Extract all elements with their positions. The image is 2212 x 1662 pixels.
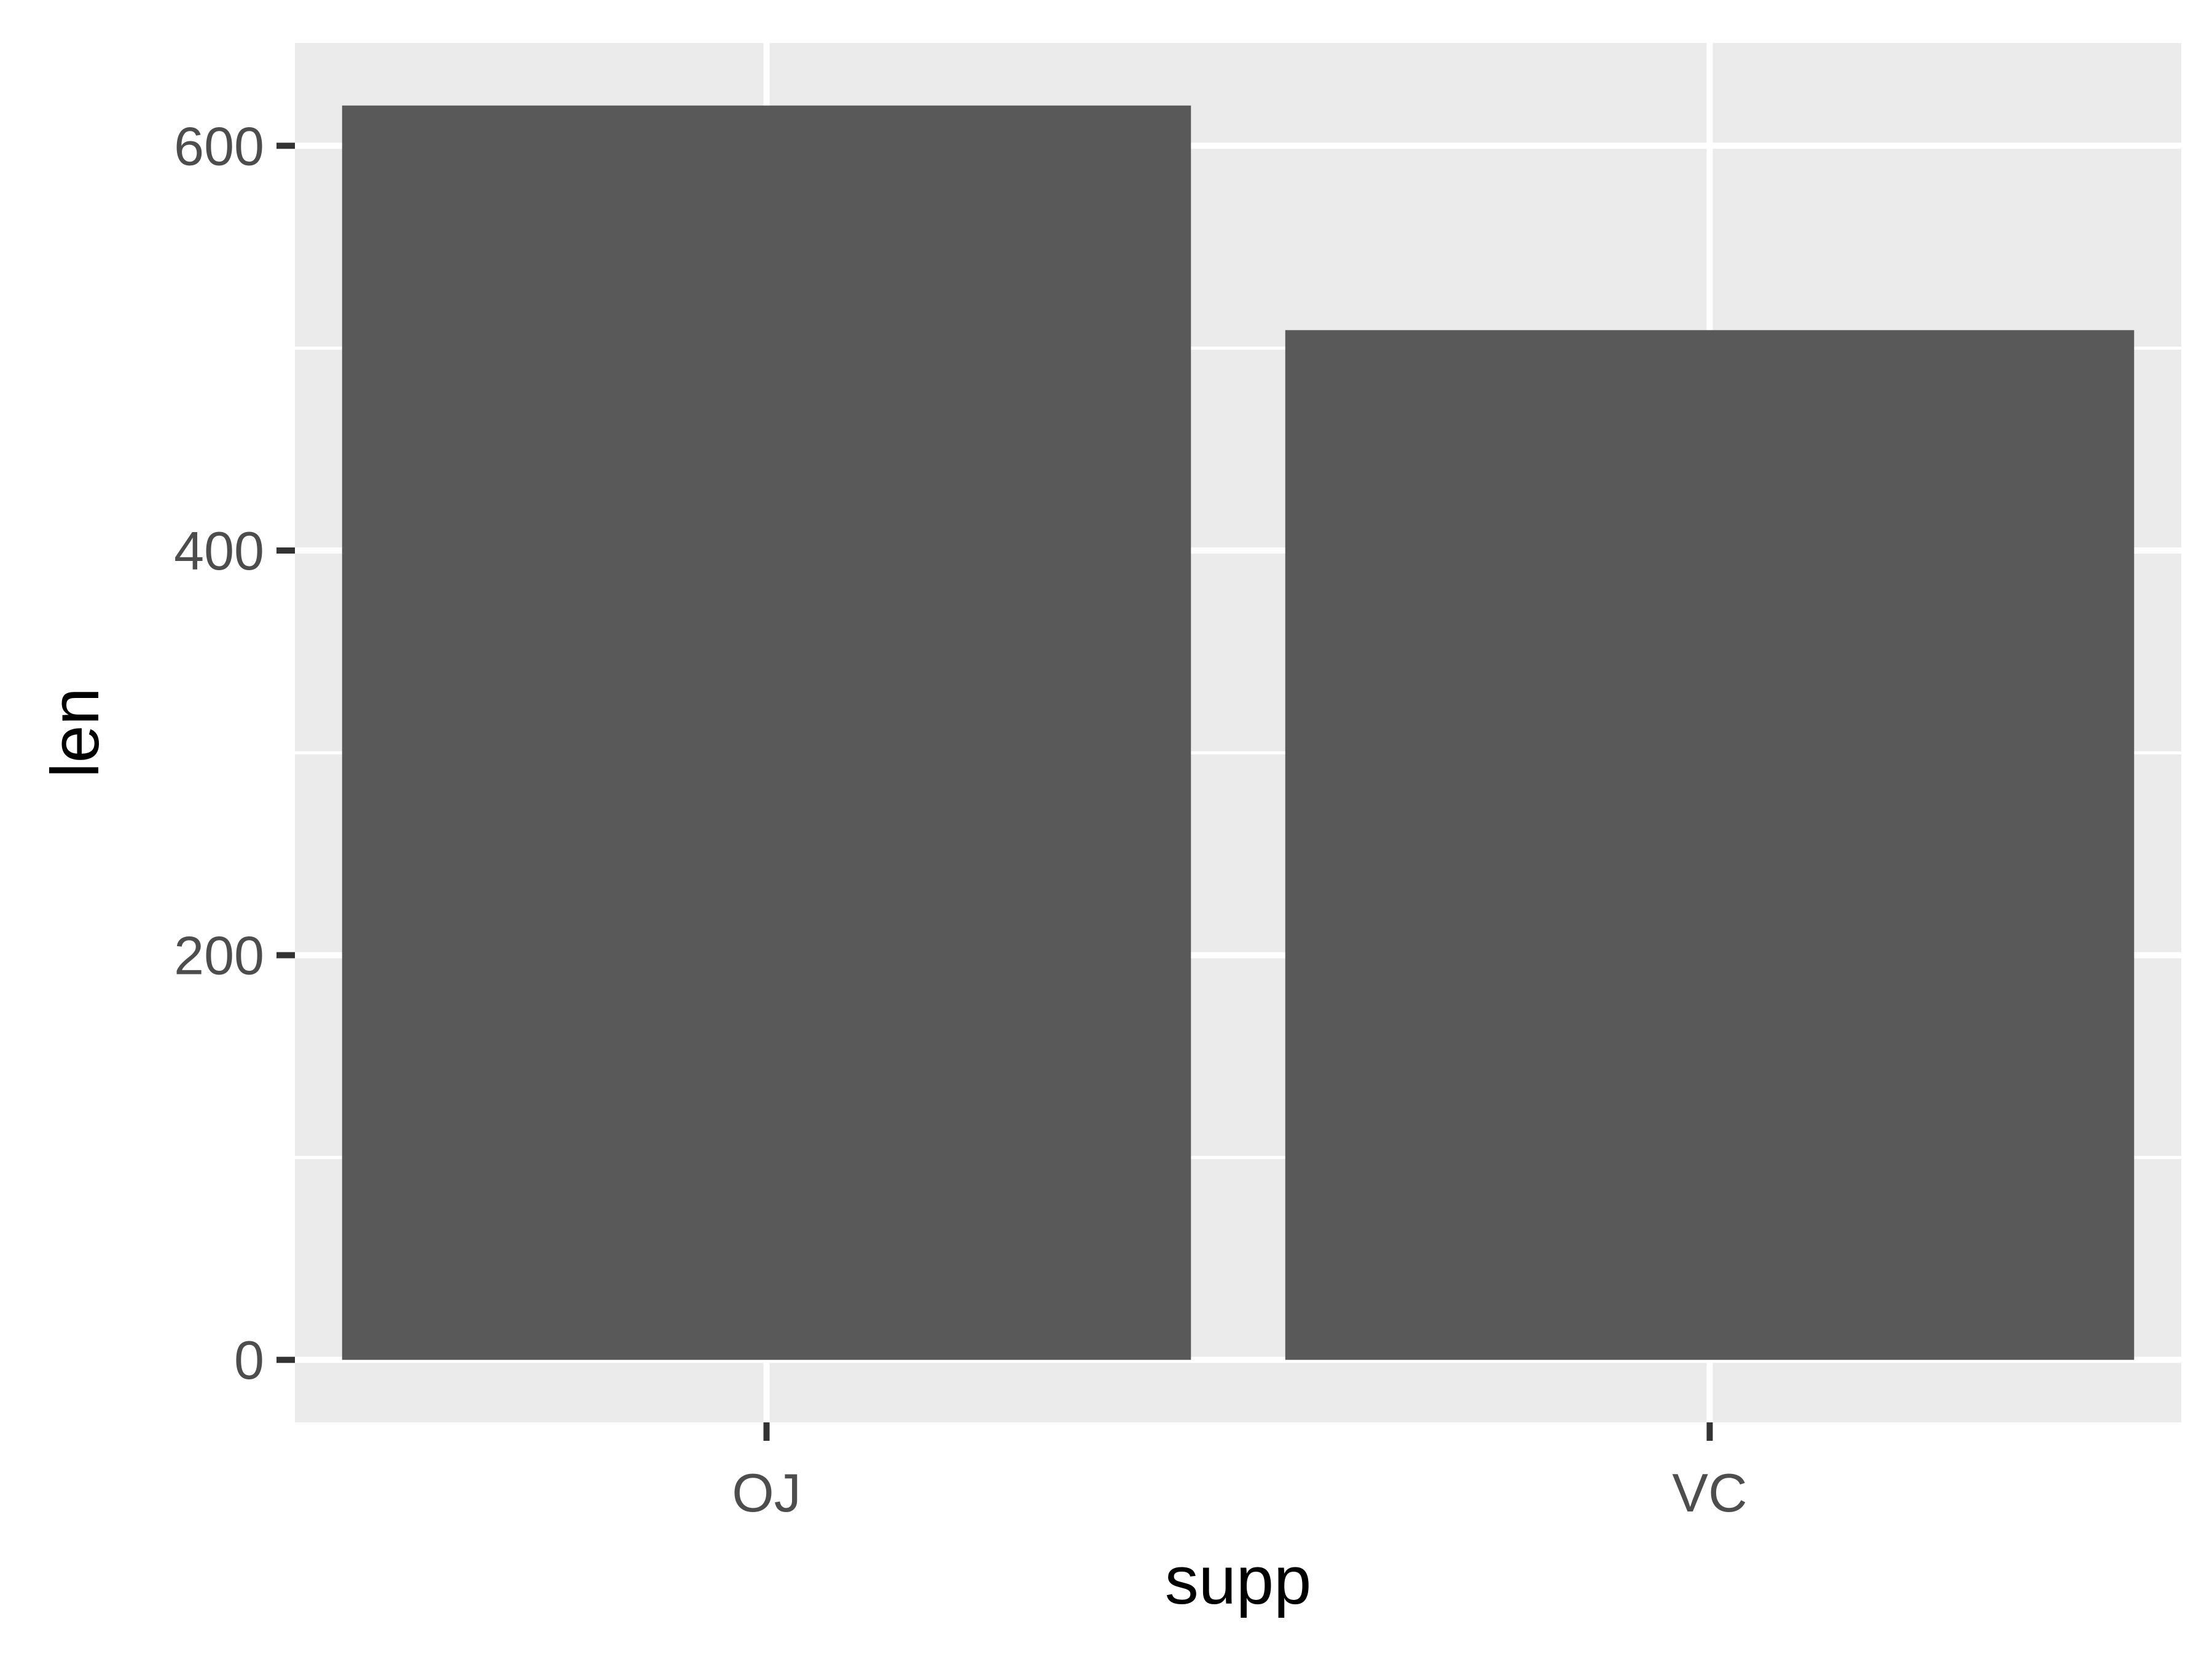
x-tick-label: OJ	[732, 1462, 801, 1523]
y-tick-label: 400	[174, 520, 264, 581]
x-axis-title: supp	[1165, 1543, 1312, 1618]
y-tick-label: 200	[174, 925, 264, 986]
axis-ticks: 0 200 400 600 OJ VC	[174, 116, 1747, 1523]
y-axis-title: len	[37, 688, 113, 778]
x-tick-label: VC	[1672, 1462, 1747, 1523]
y-tick-label: 0	[234, 1330, 264, 1390]
y-tick-label: 600	[174, 116, 264, 176]
bar-oj	[342, 105, 1191, 1360]
bar-vc	[1285, 330, 2135, 1360]
bars	[342, 105, 2135, 1360]
